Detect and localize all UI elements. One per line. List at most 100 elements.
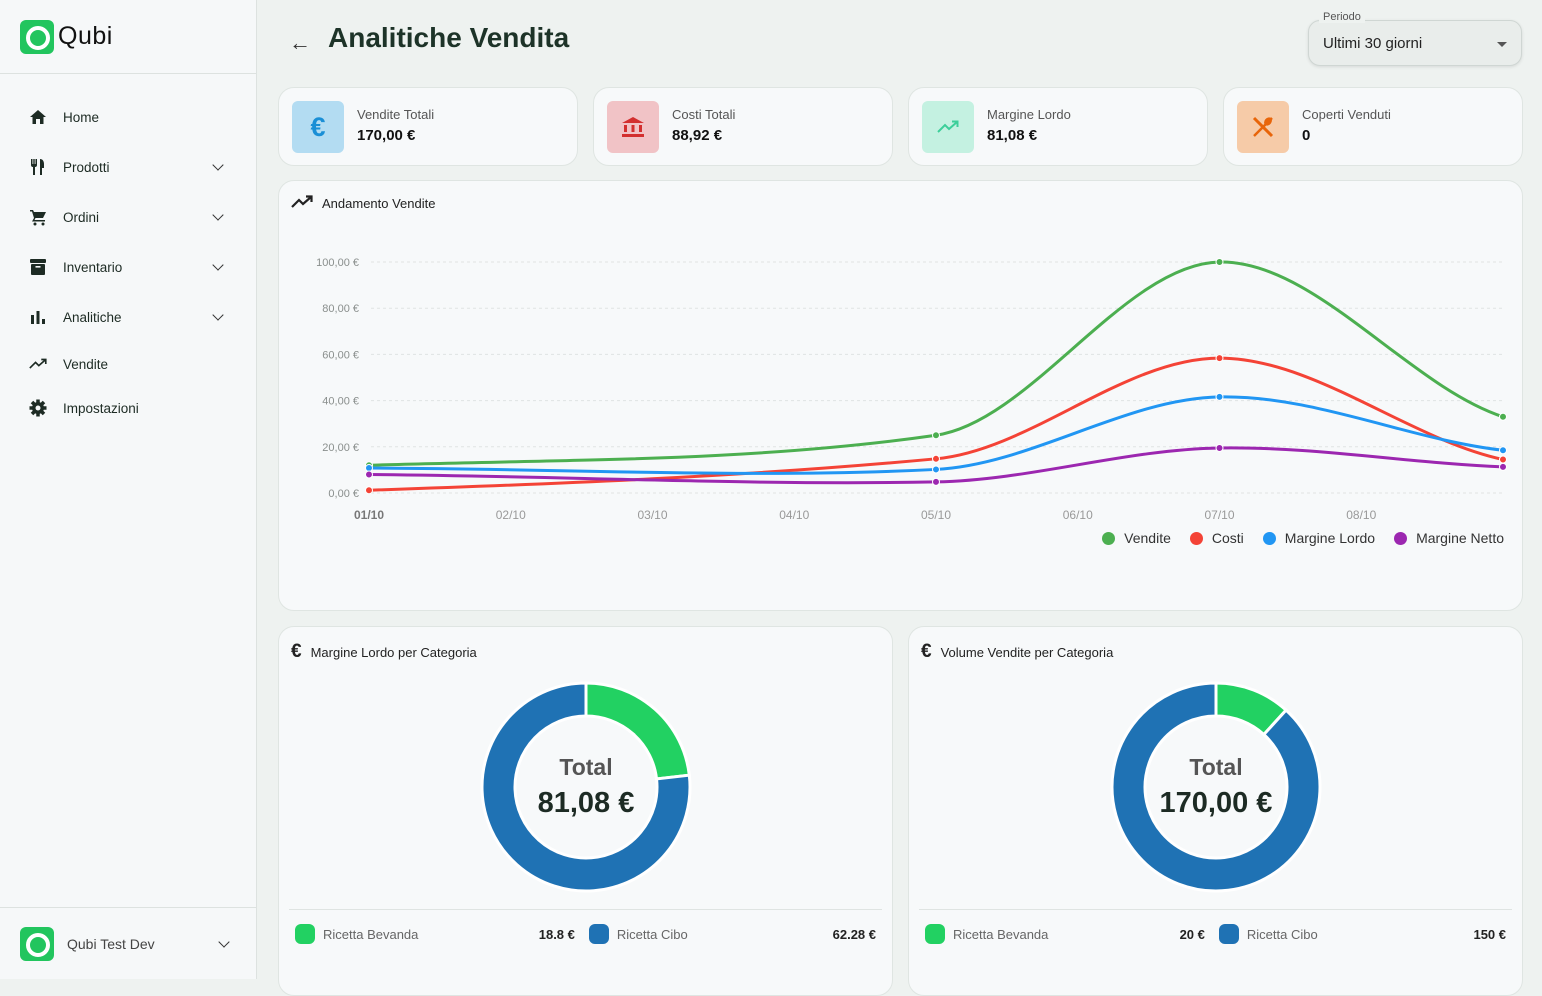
period-select[interactable]: Periodo Ultimi 30 giorni (1308, 11, 1522, 66)
legend-swatch (1218, 924, 1239, 944)
category-value: 62.28 € (832, 926, 876, 942)
series-line-margine-netto (368, 446, 1504, 485)
legend-item[interactable]: Margine Lordo (1262, 530, 1375, 546)
donut-slice-ricetta-cibo[interactable] (480, 681, 692, 893)
donut-chart (1110, 681, 1322, 893)
period-label: Periodo (1319, 11, 1365, 23)
total-label: Total (1189, 754, 1243, 780)
x-tick-label: 01/10 (354, 508, 384, 522)
data-point[interactable] (1215, 392, 1224, 401)
series-line-costi (368, 356, 1504, 492)
chart-title: Volume Vendite per Categoria (940, 644, 1114, 660)
legend-dot (1262, 532, 1276, 545)
back-arrow-icon[interactable]: ← (289, 30, 311, 55)
legend-label: Margine Netto (1416, 530, 1504, 546)
sidebar-item-vendite[interactable]: Vendite (0, 342, 256, 386)
sidebar-nav: Home Prodotti Ordini Inventario Analitiche Ve… (0, 74, 256, 430)
category-name: Ricetta Cibo (1246, 926, 1318, 942)
euro-icon: € (292, 101, 344, 153)
y-tick-label: 40,00 € (322, 396, 359, 408)
sidebar-item-home[interactable]: Home (0, 92, 256, 142)
x-tick-label: 07/10 (1204, 508, 1234, 522)
legend-swatch (925, 924, 945, 944)
chart-title: Andamento Vendite (322, 196, 436, 211)
euro-icon: € (291, 641, 302, 662)
trending-up-icon (291, 195, 313, 212)
data-point[interactable] (1499, 455, 1507, 464)
category-value: 150 € (1473, 926, 1507, 942)
data-point[interactable] (365, 464, 373, 473)
x-tick-label: 03/10 (637, 508, 667, 522)
x-tick-label: 02/10 (496, 508, 526, 522)
category-value: 18.8 € (538, 926, 575, 942)
chevron-down-icon[interactable] (212, 209, 224, 221)
sidebar-item-inventario[interactable]: Inventario (0, 242, 256, 292)
main-content: ← Analitiche Vendita Periodo Ultimi 30 g… (257, 0, 1542, 979)
user-name: Qubi Test Dev (67, 935, 155, 952)
page-title: Analitiche Vendita (328, 22, 570, 53)
legend-label: Vendite (1124, 530, 1171, 546)
total-value: 81,08 € (537, 787, 635, 819)
category-name: Ricetta Bevanda (953, 926, 1049, 942)
dropdown-arrow-icon (1497, 42, 1507, 47)
sidebar-item-label: Inventario (63, 259, 123, 275)
line-chart: 0,00 € 20,00 € 40,00 € 60,00 € 80,00 € 100,00… (316, 257, 1507, 522)
series-line-margine-lordo (368, 395, 1504, 475)
x-tick-label: 04/10 (779, 508, 809, 522)
stat-card-margine-lordo: Margine Lordo 81,08 € (908, 87, 1208, 166)
data-point[interactable] (365, 486, 373, 495)
sidebar-item-analitiche[interactable]: Analitiche (0, 292, 256, 342)
legend-dot (1189, 532, 1203, 545)
sales-trend-card: Andamento Vendite 0,00 € 20,00 € 40,00 € 60… (278, 180, 1523, 611)
legend-item[interactable]: Costi (1189, 530, 1244, 546)
archive-icon (28, 257, 48, 277)
sidebar-item-label: Impostazioni (63, 400, 139, 416)
home-icon (28, 107, 48, 127)
qubi-logo-icon (20, 19, 54, 54)
data-point[interactable] (365, 470, 373, 479)
user-menu[interactable]: Qubi Test Dev (0, 907, 256, 979)
stat-card-coperti-venduti: Coperti Venduti 0 (1223, 87, 1523, 166)
period-value: Ultimi 30 giorni (1323, 35, 1423, 52)
data-point[interactable] (1215, 258, 1224, 266)
cart-icon (28, 207, 48, 227)
sidebar-item-label: Ordini (63, 209, 100, 225)
legend-swatch (588, 924, 609, 944)
chevron-down-icon[interactable] (212, 259, 224, 271)
bank-icon (607, 101, 659, 153)
chevron-down-icon[interactable] (212, 309, 224, 321)
data-point[interactable] (1215, 443, 1224, 452)
legend-label: Costi (1211, 530, 1244, 546)
sidebar: Qubi Home Prodotti Ordini Inventario Analiti… (0, 0, 257, 979)
total-label: Total (559, 754, 613, 780)
data-point[interactable] (1499, 412, 1507, 421)
stat-card-vendite-totali: € Vendite Totali 170,00 € (278, 87, 578, 166)
y-tick-label: 100,00 € (316, 257, 359, 269)
data-point[interactable] (932, 454, 940, 463)
data-point[interactable] (932, 477, 940, 486)
data-point[interactable] (932, 465, 940, 474)
y-tick-label: 20,00 € (322, 442, 359, 454)
data-point[interactable] (1499, 462, 1507, 471)
data-point[interactable] (1215, 354, 1224, 363)
data-point[interactable] (932, 431, 940, 440)
sidebar-item-impostazioni[interactable]: Impostazioni (0, 386, 256, 430)
x-tick-label: 06/10 (1063, 508, 1093, 522)
euro-icon: € (921, 641, 932, 662)
stat-value: 88,92 € (672, 127, 723, 144)
sidebar-item-ordini[interactable]: Ordini (0, 192, 256, 242)
sidebar-item-prodotti[interactable]: Prodotti (0, 142, 256, 192)
donut-slice-ricetta-cibo[interactable] (1110, 681, 1322, 893)
category-name: Ricetta Cibo (616, 926, 688, 942)
sales-volume-category-card: € Volume Vendite per Categoria Total 170,0… (908, 626, 1523, 996)
user-avatar (20, 926, 54, 961)
chevron-down-icon[interactable] (212, 159, 224, 171)
legend-item[interactable]: Margine Netto (1394, 530, 1504, 546)
gear-icon (28, 398, 48, 418)
legend-item[interactable]: Vendite (1102, 530, 1171, 546)
data-point[interactable] (1499, 446, 1507, 455)
logo[interactable]: Qubi (0, 0, 256, 74)
chart-legend: Vendite Costi Margine Lordo Margine Netto (1102, 530, 1504, 546)
x-tick-label: 08/10 (1346, 508, 1376, 522)
donut-chart (480, 681, 692, 893)
